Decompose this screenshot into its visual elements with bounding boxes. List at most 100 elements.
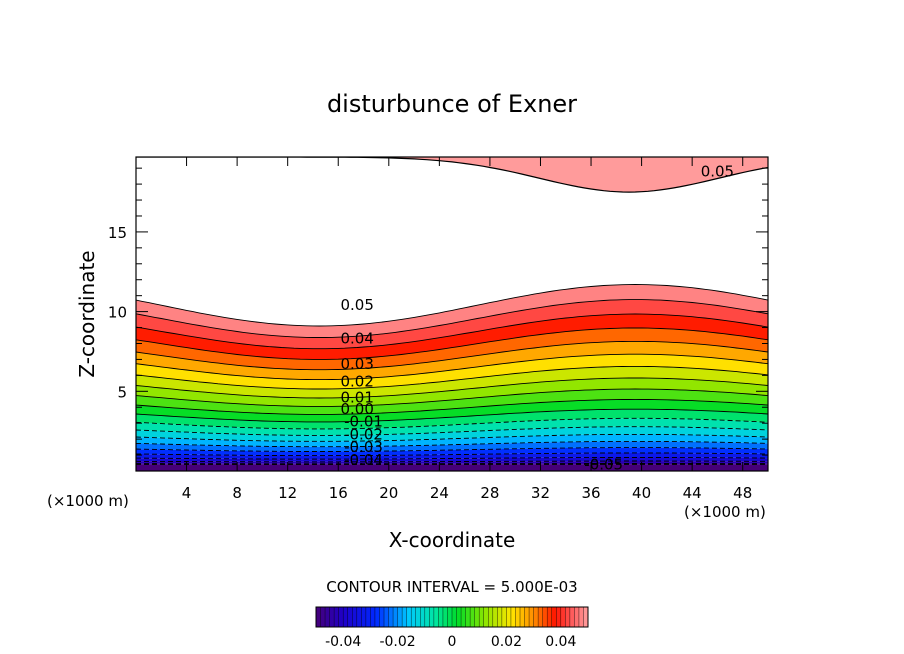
colorbar-cell [438,607,444,627]
colorbar-cell [316,607,321,627]
contour-band [136,441,768,452]
x-tick-label: 44 [683,484,702,502]
colorbar-cell [352,607,358,627]
colorbar-cell [501,607,507,627]
colorbar-cell [370,607,376,627]
contour-band [136,389,768,415]
x-tick-label: 16 [329,484,348,502]
colorbar-tick-label: -0.04 [325,634,361,650]
colorbar-tick-label: 0.04 [545,634,576,650]
contour-label: 0.02 [340,373,373,391]
x-units-left: (×1000 m) [47,492,129,510]
colorbar-tick-labels: -0.04 -0.02 0 0.02 0.04 [325,634,576,650]
colorbar-cell [547,607,553,627]
colorbar-frame [315,606,589,628]
colorbar-cell [384,607,389,627]
contour-line [136,353,768,381]
contour-band [136,399,768,422]
plot-frame [135,156,769,472]
colorbar-cell [325,607,330,627]
x-tick-label: 36 [581,484,600,502]
colorbar-cell [529,607,534,627]
contour-line [136,398,768,415]
contour-line [136,417,768,430]
contour-label: -0.03 [344,438,383,456]
contour-line [136,426,768,436]
contour-line [136,388,768,407]
colorbar-cell [424,607,430,627]
colorbar-cell [461,607,466,627]
contour-line [136,433,768,442]
contour-line [136,457,768,460]
x-tick-label: 32 [531,484,550,502]
colorbar-cell [551,607,557,627]
colorbar-cell [365,607,371,627]
contour-line [136,408,768,423]
contour-band [136,464,768,471]
contour-band [136,409,768,429]
colorbar-tick-label: -0.02 [379,634,415,650]
colorbar-cell [492,607,498,627]
contour-band [136,426,768,442]
contour-label: 0.03 [340,355,373,373]
colorbar-cell [420,607,426,627]
contour-band [136,434,768,447]
colorbar-cell [356,607,362,627]
colorbar-cell [474,607,480,627]
x-tick-label: 8 [232,484,242,502]
colorbar-cell [442,607,448,627]
x-tick-label: 12 [278,484,297,502]
contour-interval-text: CONTOUR INTERVAL = 5.000E-03 [326,578,577,596]
colorbar-tick-label: 0.02 [491,634,522,650]
colorbar-cell [334,607,339,627]
colorbar-cell [569,607,575,627]
colorbar-cell [479,607,485,627]
colorbar-cell [452,607,457,627]
contour-label: 0.00 [340,400,373,418]
colorbar-cell [506,607,512,627]
contour-line [136,460,768,463]
contour-lines [136,157,768,466]
contour-band [136,452,768,460]
colorbar-cell [542,607,548,627]
contour-label: -0.01 [344,413,383,431]
y-tick-label: 10 [108,304,127,322]
contour-band [136,299,768,349]
colorbar-cell [483,607,489,627]
contour-band [136,284,768,338]
contour-label: -0.02 [344,425,383,443]
y-axis-label: Z-coordinate [75,250,99,377]
x-axis-ticks: 4 8 12 16 20 24 28 32 36 40 44 48 [182,157,752,502]
colorbar-cell [433,607,439,627]
x-tick-label: 24 [430,484,449,502]
colorbar-cell [533,607,539,627]
y-tick-label: 5 [117,383,127,401]
contour-band [136,378,768,407]
x-tick-label: 40 [632,484,651,502]
contour-band [136,418,768,436]
colorbar-cell [510,607,516,627]
contour-line [136,340,768,371]
colorbar-cell [497,607,503,627]
colorbar-cell [524,607,530,627]
colorbar-tick-label: 0 [448,634,457,650]
x-tick-label: 48 [733,484,752,502]
colorbar-cell [465,607,471,627]
colorbar-cell [393,607,398,627]
contour-line [136,313,768,350]
colorbar-cell [574,607,580,627]
colorbar-cell [515,607,521,627]
colorbar-cell [379,607,385,627]
contour-fills [136,157,768,471]
contour-labels: 0.050.040.030.020.010.00-0.01-0.02-0.03-… [340,162,734,471]
colorbar-cell [578,607,584,627]
contour-line [136,377,768,399]
contour-band [136,366,768,398]
colorbar-cell [374,607,380,627]
colorbar-cell [560,607,566,627]
colorbar-cell [338,607,344,627]
colorbar-cell [565,607,571,627]
colorbar-cell [347,607,353,627]
colorbar-cell [556,607,562,627]
